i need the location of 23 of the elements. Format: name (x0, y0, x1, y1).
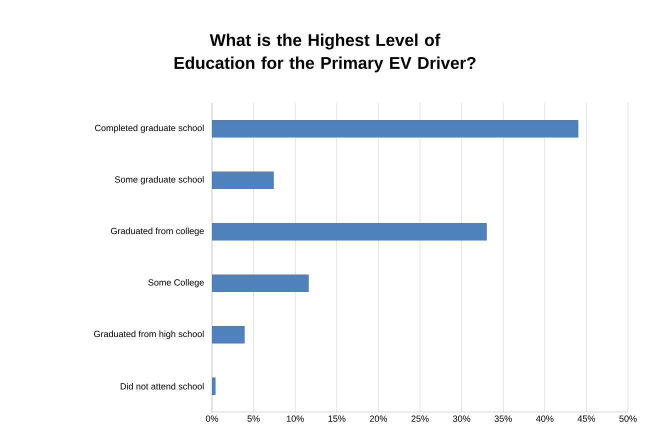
x-tick-label: 50% (619, 416, 637, 422)
chart-title: What is the Highest Level of Education for the Primary EV Driver? (174, 34, 476, 72)
x-tick-label: 15% (328, 416, 346, 422)
bar (212, 223, 487, 240)
x-tick-label: 35% (494, 416, 512, 422)
y-tick-label: Graduated from high school (94, 330, 204, 339)
x-tick-label: 10% (286, 416, 304, 422)
y-tick-label: Did not attend school (120, 382, 204, 390)
x-tick-label: 20% (370, 416, 388, 422)
x-tick-label: 0% (206, 416, 218, 422)
y-tick-label: Completed graduate school (95, 124, 204, 133)
x-tick-label: 5% (247, 416, 260, 422)
x-tick-label: 30% (452, 416, 470, 422)
x-tick-label: 40% (536, 416, 554, 422)
y-tick-label: Some graduate school (114, 176, 204, 184)
y-tick-label: Some College (148, 279, 204, 288)
bar (212, 120, 578, 138)
bar (212, 172, 274, 189)
x-tick-label: 25% (411, 416, 429, 422)
bar (212, 274, 309, 292)
x-tick-label: 45% (578, 416, 596, 422)
y-tick-label: Graduated from college (110, 228, 204, 236)
bar (212, 326, 245, 344)
